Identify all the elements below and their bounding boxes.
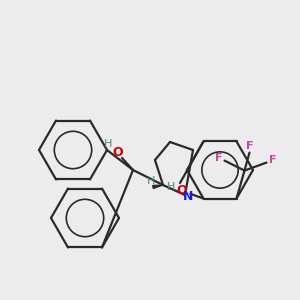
Text: O: O (113, 146, 123, 158)
Text: N: N (183, 190, 193, 202)
Text: F: F (246, 141, 253, 151)
Text: O: O (176, 184, 187, 197)
Text: H: H (104, 139, 112, 149)
Text: H: H (147, 176, 155, 186)
Text: H: H (167, 182, 176, 192)
Polygon shape (153, 185, 163, 188)
Text: F: F (269, 154, 276, 165)
Text: F: F (215, 153, 222, 163)
